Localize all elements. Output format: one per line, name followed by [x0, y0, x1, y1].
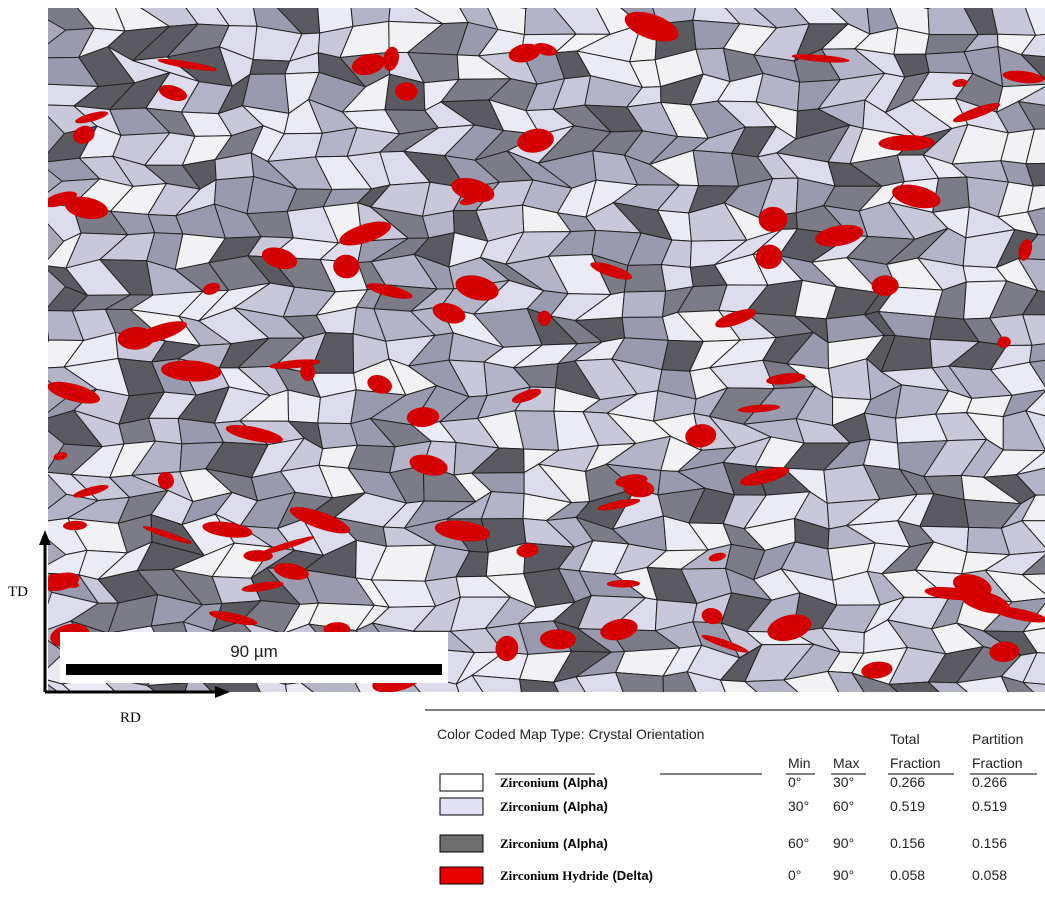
total-fraction: 0.266	[890, 774, 925, 790]
grain	[934, 699, 976, 730]
grain	[62, 696, 120, 732]
phase-variant: (Alpha)	[563, 775, 608, 790]
grain	[38, 697, 81, 732]
legend-swatch	[440, 835, 483, 852]
phase-name: Zirconium (Alpha)	[500, 836, 608, 851]
grain	[358, 697, 400, 737]
grain	[1026, 700, 1045, 733]
grain	[284, 705, 337, 726]
grain	[38, 732, 86, 762]
column-header: Fraction	[890, 755, 941, 771]
grain	[848, 699, 905, 734]
grain	[214, 707, 267, 733]
legend-swatch	[440, 774, 483, 791]
grain	[239, 723, 286, 762]
grain	[380, 731, 427, 760]
grain	[712, 709, 776, 737]
min: 0°	[788, 867, 801, 883]
grain	[62, 732, 135, 762]
column-header: Fraction	[972, 755, 1023, 771]
legend-title: Color Coded Map Type: Crystal Orientatio…	[437, 726, 704, 742]
grain	[783, 697, 848, 734]
legend-swatch	[440, 867, 483, 884]
grain	[817, 702, 870, 734]
phase: Zirconium Hydride	[500, 868, 609, 883]
grain	[863, 440, 899, 470]
figure: 90 µm TD RD Color Coded Map Type: Crysta…	[0, 0, 1045, 900]
grain	[616, 673, 664, 709]
grain	[171, 723, 225, 754]
phase-variant: (Alpha)	[563, 836, 608, 851]
grain	[380, 703, 431, 735]
hydride	[538, 311, 551, 326]
grain	[239, 705, 288, 733]
grain	[1026, 724, 1045, 756]
hydride	[759, 207, 788, 232]
column-header: Min	[788, 755, 811, 771]
column-header: Max	[833, 755, 859, 771]
grain	[147, 683, 187, 706]
grain	[622, 317, 668, 340]
phase-variant: (Delta)	[612, 868, 652, 883]
partition-fraction: 0.058	[972, 867, 1007, 883]
min: 30°	[788, 798, 809, 814]
partition-fraction: 0.156	[972, 835, 1007, 851]
grain	[314, 697, 363, 737]
grain	[966, 699, 1016, 730]
grain	[358, 735, 390, 759]
grain	[1023, 682, 1045, 704]
grain	[314, 726, 363, 759]
max: 90°	[833, 867, 854, 883]
phase-name: Zirconium Hydride(Delta)	[500, 868, 653, 883]
max: 60°	[833, 798, 854, 814]
column-header: Partition	[972, 731, 1023, 747]
min: 60°	[788, 835, 809, 851]
grain	[933, 177, 970, 212]
grain	[751, 697, 803, 737]
max: 90°	[833, 835, 854, 851]
grain	[712, 723, 780, 753]
column-header: Total	[890, 731, 920, 747]
grain	[284, 723, 335, 762]
grain	[984, 700, 1042, 728]
scale-bar	[66, 664, 442, 675]
grain	[147, 732, 189, 762]
phase-name: Zirconium (Alpha)	[500, 799, 608, 814]
total-fraction: 0.519	[890, 798, 925, 814]
partition-fraction: 0.266	[972, 774, 1007, 790]
total-fraction: 0.058	[890, 867, 925, 883]
phase: Zirconium	[500, 775, 559, 790]
phase: Zirconium	[500, 836, 559, 851]
grain	[622, 291, 666, 317]
phase-variant: (Alpha)	[563, 799, 608, 814]
grain	[147, 700, 181, 735]
grain	[214, 723, 268, 752]
rd-label: RD	[120, 710, 141, 726]
grain	[110, 732, 165, 762]
grain	[897, 699, 951, 725]
phase-name: Zirconium (Alpha)	[500, 775, 608, 790]
phase: Zirconium	[500, 799, 559, 814]
total-fraction: 0.156	[890, 835, 925, 851]
legend-rows: Zirconium (Alpha) 0° 30° 0.266 0.266 Zirconium…	[440, 774, 1007, 884]
scale-bar-label: 90 µm	[230, 642, 278, 661]
td-label: TD	[8, 584, 28, 600]
partition-fraction: 0.519	[972, 798, 1007, 814]
min: 0°	[788, 774, 801, 790]
legend-swatch	[440, 798, 483, 815]
grain	[250, 60, 290, 75]
grain	[171, 706, 230, 732]
max: 30°	[833, 774, 854, 790]
